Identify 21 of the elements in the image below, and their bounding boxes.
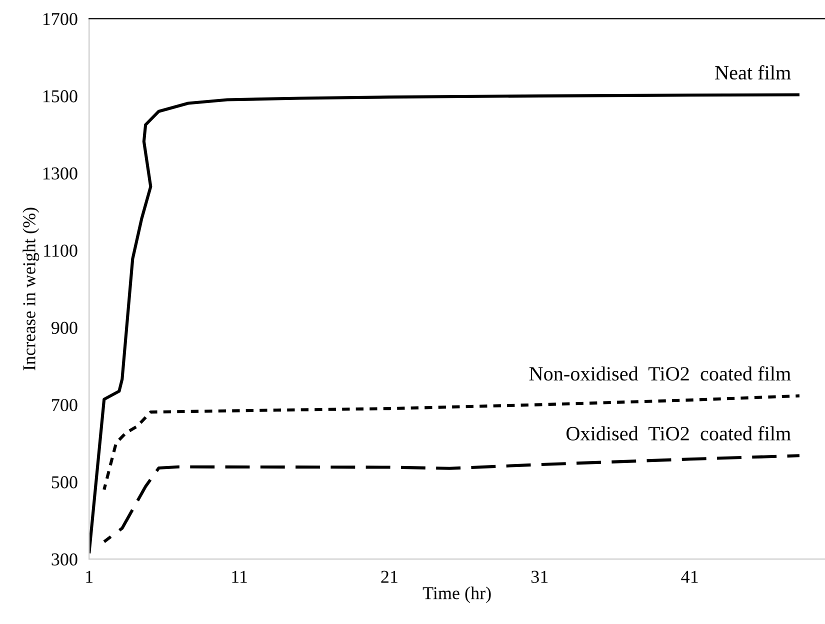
x-tick-label: 11 (232, 570, 247, 583)
series-label: Neat film (715, 65, 791, 80)
y-tick-label: 1700 (43, 12, 78, 26)
x-tick-label: 21 (381, 570, 398, 583)
line-series (102, 454, 801, 544)
x-axis-title: Time (hr) (422, 586, 491, 603)
y-tick-label: 1300 (43, 167, 78, 180)
line-series (102, 394, 801, 492)
y-axis-title: Increase in weight (%) (22, 208, 40, 370)
y-tick-label: 1100 (44, 244, 78, 257)
x-tick-label: 1 (86, 570, 93, 583)
series-label: Non-oxidised TiO2 coated film (529, 366, 791, 381)
line-series (89, 93, 801, 555)
y-tick-label: 500 (52, 476, 78, 488)
series-label: Oxidised TiO2 coated film (566, 426, 791, 440)
y-tick-label: 700 (52, 398, 78, 412)
y-tick-label: 1500 (43, 90, 78, 102)
x-tick-label: 41 (681, 570, 698, 583)
y-tick-label: 900 (51, 322, 78, 334)
x-tick-label: 31 (531, 570, 548, 583)
y-tick-label: 300 (52, 553, 78, 566)
